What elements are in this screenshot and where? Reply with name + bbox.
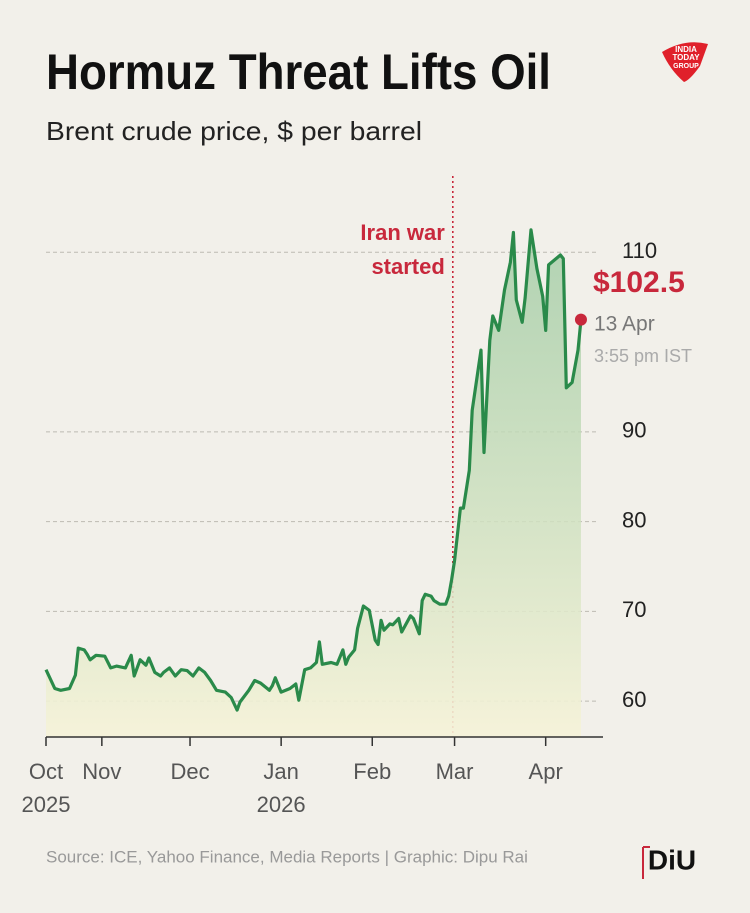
- logo-text: GROUP: [673, 63, 699, 70]
- chart-subtitle: Brent crude price, $ per barrel: [46, 116, 422, 146]
- x-tick-label: Apr: [529, 759, 563, 784]
- logo-shape: [662, 42, 708, 82]
- end-date-label: 13 Apr: [594, 313, 655, 336]
- chart-title: Hormuz Threat Lifts Oil: [46, 44, 551, 100]
- logo-bracket: [642, 846, 650, 879]
- plot: 60 70 80 90 110 Iran war started $102.5 13 Apr 3:…: [22, 176, 692, 817]
- logo-bottom: DiU: [642, 844, 696, 879]
- y-tick-label: 110: [622, 238, 657, 263]
- end-point: [574, 313, 587, 326]
- logo-text: DiU: [648, 844, 696, 875]
- y-tick-label: 70: [622, 597, 646, 622]
- end-value-label: $102.5: [593, 266, 685, 299]
- end-time-label: 3:55 pm IST: [594, 346, 692, 366]
- x-year-label: 2026: [257, 792, 306, 817]
- x-tick-label: Nov: [82, 759, 121, 784]
- area: [46, 229, 581, 737]
- source-note: Source: ICE, Yahoo Finance, Media Report…: [46, 847, 528, 866]
- x-tick-label: Mar: [436, 759, 474, 784]
- logo-text: TODAY: [672, 53, 700, 62]
- x-tick-label: Jan: [263, 759, 298, 784]
- x-tick-label: Dec: [170, 759, 209, 784]
- y-tick-label: 60: [622, 687, 646, 712]
- x-tick-label: Feb: [353, 759, 391, 784]
- annotation-text: started: [371, 254, 444, 279]
- y-tick-label: 80: [622, 507, 646, 532]
- annotation-text: Iran war: [360, 220, 445, 245]
- line: [44, 228, 583, 712]
- logo-text: INDIA: [675, 45, 697, 54]
- y-tick-label: 90: [622, 418, 646, 443]
- x-year-label: 2025: [22, 792, 71, 817]
- logo-top: INDIA TODAY GROUP: [662, 42, 708, 82]
- x-tick-label: Oct: [29, 759, 63, 784]
